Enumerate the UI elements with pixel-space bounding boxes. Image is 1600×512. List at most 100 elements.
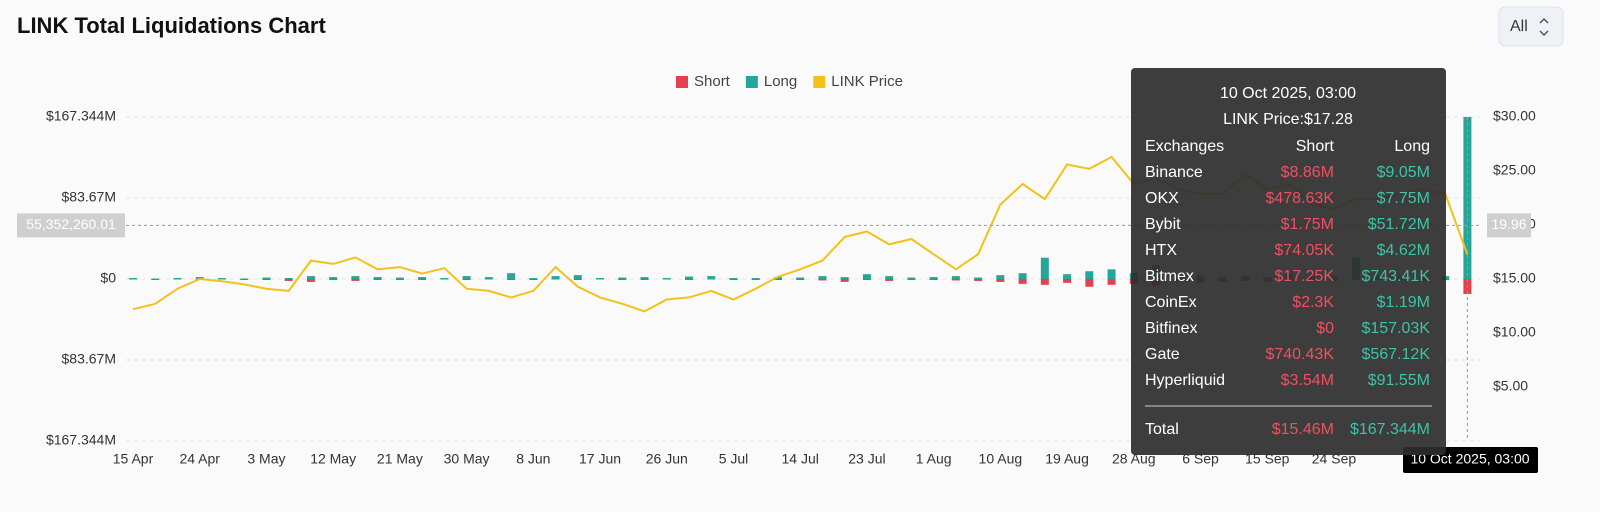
- bar: [1063, 279, 1072, 283]
- bar: [573, 279, 582, 280]
- tooltip-date: 10 Oct 2025, 03:00: [1220, 85, 1356, 102]
- bar: [907, 277, 916, 279]
- bar: [929, 279, 938, 280]
- x-tick-label: 17 Jun: [579, 451, 621, 467]
- tooltip-cell: $1.75M: [1281, 216, 1334, 233]
- bar: [951, 279, 960, 281]
- tooltip-cell: $1.19M: [1377, 294, 1430, 311]
- bar: [395, 279, 404, 280]
- tooltip-box: [1131, 68, 1446, 455]
- legend-label: LINK Price: [831, 73, 903, 90]
- legend-swatch: [745, 76, 758, 88]
- tooltip-cell: Total: [1145, 421, 1179, 438]
- bar: [217, 278, 226, 279]
- tooltip-cell: $740.43K: [1265, 346, 1334, 363]
- y2-tick-label: $5.00: [1493, 378, 1528, 394]
- x-tick-label: 5 Jul: [719, 451, 749, 467]
- select-box[interactable]: [1498, 6, 1564, 47]
- tooltip-cell: HTX: [1145, 242, 1177, 259]
- bar: [751, 278, 760, 279]
- tooltip-cell: $157.03K: [1361, 320, 1430, 337]
- bar: [306, 276, 315, 279]
- tooltip-cell: Hyperliquid: [1145, 372, 1225, 389]
- tooltip-cell: OKX: [1145, 190, 1179, 207]
- crosshair-y2-box: [1487, 213, 1531, 238]
- bar: [685, 276, 693, 279]
- bar: [1063, 274, 1072, 279]
- legend-label: Long: [764, 73, 797, 90]
- bar: [974, 279, 983, 281]
- x-tick-label: 23 Jul: [848, 451, 885, 467]
- tooltip-cell: $8.86M: [1281, 164, 1334, 181]
- tooltip-cell: $4.62M: [1377, 242, 1430, 259]
- bar: [462, 276, 471, 279]
- bar: [596, 278, 605, 279]
- select-label[interactable]: All: [1510, 18, 1528, 35]
- tooltip-cell: Exchanges: [1145, 138, 1224, 155]
- bar: [996, 279, 1005, 282]
- bar: [796, 279, 805, 280]
- bar: [862, 279, 871, 280]
- tooltip-cell: $2.3K: [1292, 294, 1334, 311]
- bar: [907, 279, 916, 280]
- x-tick-label: 14 Jul: [782, 451, 819, 467]
- range-select[interactable]: All: [1498, 6, 1564, 47]
- bar: [284, 279, 293, 281]
- tooltip-cell: Short: [1296, 138, 1335, 155]
- tooltip-cell: Long: [1394, 138, 1430, 155]
- y-tick-label: $167.344M: [46, 432, 116, 448]
- x-tick-label: 1 Aug: [916, 451, 952, 467]
- bar: [818, 276, 827, 279]
- bar: [484, 277, 493, 279]
- crosshair-y2-label: 19.96: [1491, 216, 1526, 232]
- tooltip-cell: $743.41K: [1361, 268, 1430, 285]
- bar: [996, 275, 1005, 279]
- bar: [773, 279, 782, 280]
- bar: [551, 276, 560, 279]
- legend-swatch: [676, 76, 688, 88]
- bar: [618, 277, 627, 279]
- tooltip-cell: $51.72M: [1368, 216, 1430, 233]
- bar: [662, 278, 671, 279]
- y2-tick-label: $30.00: [1493, 108, 1536, 124]
- bar: [796, 277, 805, 279]
- tooltip-cell: $91.55M: [1368, 372, 1430, 389]
- y-tick-label: $83.67M: [62, 189, 116, 205]
- bar: [951, 276, 960, 279]
- x-tick-label: 10 Aug: [979, 451, 1023, 467]
- y2-tick-label: $15.00: [1493, 270, 1536, 286]
- crosshair-y-label: 55,352,260.01: [26, 216, 116, 232]
- bar: [151, 279, 160, 280]
- y-tick-label: $167.344M: [46, 108, 116, 124]
- tooltip-cell: $0: [1316, 320, 1334, 337]
- bar: [840, 277, 849, 279]
- x-tick-label: 15 Apr: [113, 451, 154, 467]
- tooltip-cell: $478.63K: [1265, 190, 1334, 207]
- x-tick-label: 21 May: [377, 451, 423, 467]
- bar: [1040, 257, 1049, 279]
- bar: [418, 277, 427, 279]
- bar: [1018, 279, 1027, 284]
- bar: [507, 273, 516, 279]
- tooltip-cell: $17.25K: [1274, 268, 1334, 285]
- tooltip-cell: $567.12K: [1361, 346, 1430, 363]
- x-tick-label: 24 Apr: [179, 451, 220, 467]
- tooltip-price: LINK Price:$17.28: [1223, 111, 1353, 128]
- tooltip-cell: CoinEx: [1145, 294, 1197, 311]
- bar: [462, 279, 471, 280]
- y2-tick-label: $10.00: [1493, 324, 1536, 340]
- x-tick-label: 26 Jun: [646, 451, 688, 467]
- y2-tick-label: $25.00: [1493, 162, 1536, 178]
- bar: [129, 278, 137, 279]
- tooltip-cell: Bitfinex: [1145, 320, 1197, 337]
- bar: [885, 276, 894, 279]
- bar: [1040, 279, 1049, 285]
- bar: [1107, 279, 1116, 285]
- bar: [929, 277, 938, 279]
- bar: [707, 276, 716, 279]
- bar: [418, 279, 427, 280]
- bar: [640, 277, 649, 279]
- bar: [440, 278, 449, 279]
- bar: [173, 278, 182, 279]
